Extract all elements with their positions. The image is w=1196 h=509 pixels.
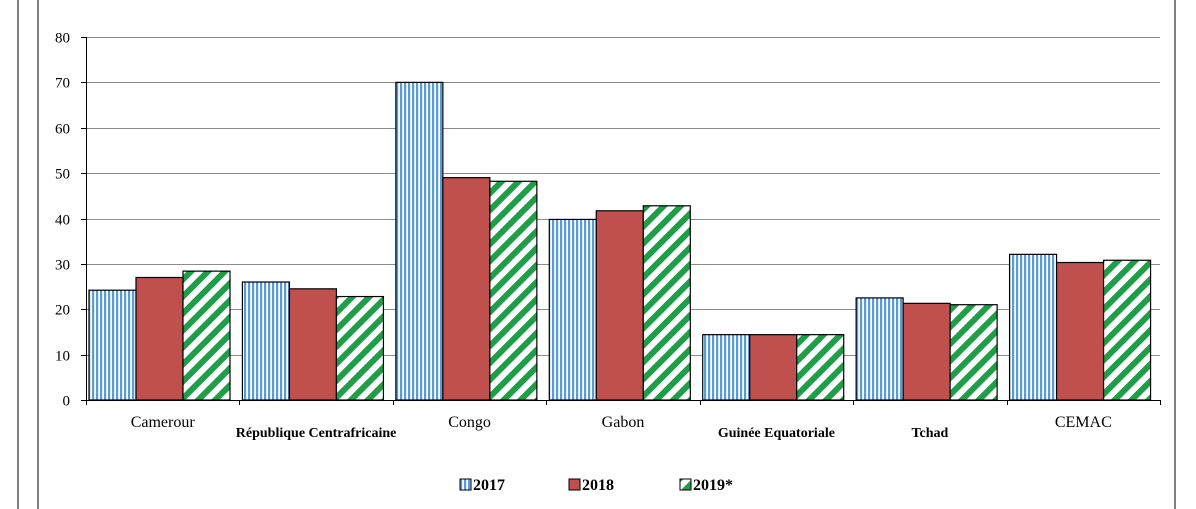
bar-2018-5: [902, 302, 951, 401]
x-tick-label: Congo: [448, 414, 491, 431]
legend-label-2019: 2019*: [693, 477, 733, 494]
bar-2018-4: [749, 334, 798, 401]
y-tick-label: 0: [63, 394, 71, 410]
y-tick-label: 50: [55, 167, 70, 183]
bar-2019-6: [1102, 259, 1152, 401]
y-tick-labels: 0 10 20 30 40 50 60 70 80: [55, 31, 70, 410]
bar-2018-2: [442, 177, 491, 401]
bar-2018-3: [595, 210, 644, 401]
bars: [88, 81, 1152, 401]
y-tick-label: 80: [55, 31, 70, 47]
y-tick-label: 70: [55, 76, 70, 92]
y-tick-label: 10: [55, 349, 70, 365]
bar-2017-6: [1008, 253, 1058, 401]
bar-2017-3: [548, 218, 597, 401]
y-tick-label: 60: [55, 122, 70, 138]
bar-2017-5: [855, 297, 904, 401]
legend: 2017 2018 2019*: [459, 477, 733, 494]
x-tick-label: Guinée Equatoriale: [718, 426, 835, 441]
legend-swatch-2017: [459, 478, 472, 491]
y-tick-label: 40: [55, 213, 70, 229]
legend-label-2017: 2017: [473, 477, 505, 494]
x-tick-label: Tchad: [911, 426, 948, 441]
bar-2017-2: [395, 81, 444, 401]
legend-label-2018: 2018: [582, 477, 614, 494]
bar-2019-1: [335, 295, 385, 401]
x-tick-label: Camerour: [131, 414, 196, 431]
bar-2019-3: [642, 205, 691, 401]
x-tick-label: CEMAC: [1055, 414, 1112, 431]
y-tick-label: 20: [55, 303, 70, 319]
bar-2018-6: [1055, 261, 1105, 401]
bar-2017-4: [702, 334, 751, 401]
x-tick-label: République Centrafricaine: [236, 426, 397, 441]
axes: [81, 37, 1161, 405]
x-tick-label: Gabon: [602, 414, 645, 431]
legend-swatch-2019: [679, 478, 692, 491]
bar-2018-1: [288, 288, 338, 401]
frame-lines: [17, 0, 1176, 509]
bar-2019-4: [796, 334, 845, 401]
x-tick-labels: Camerour République Centrafricaine Congo Ga…: [131, 414, 1112, 441]
bar-2018-0: [135, 276, 184, 401]
bar-2019-2: [489, 180, 538, 401]
bar-2017-1: [241, 281, 291, 401]
bar-2019-0: [182, 270, 231, 401]
legend-swatch-2018: [568, 478, 581, 491]
y-tick-label: 30: [55, 258, 70, 274]
bar-2017-0: [88, 289, 137, 401]
bar-2019-5: [949, 304, 998, 401]
